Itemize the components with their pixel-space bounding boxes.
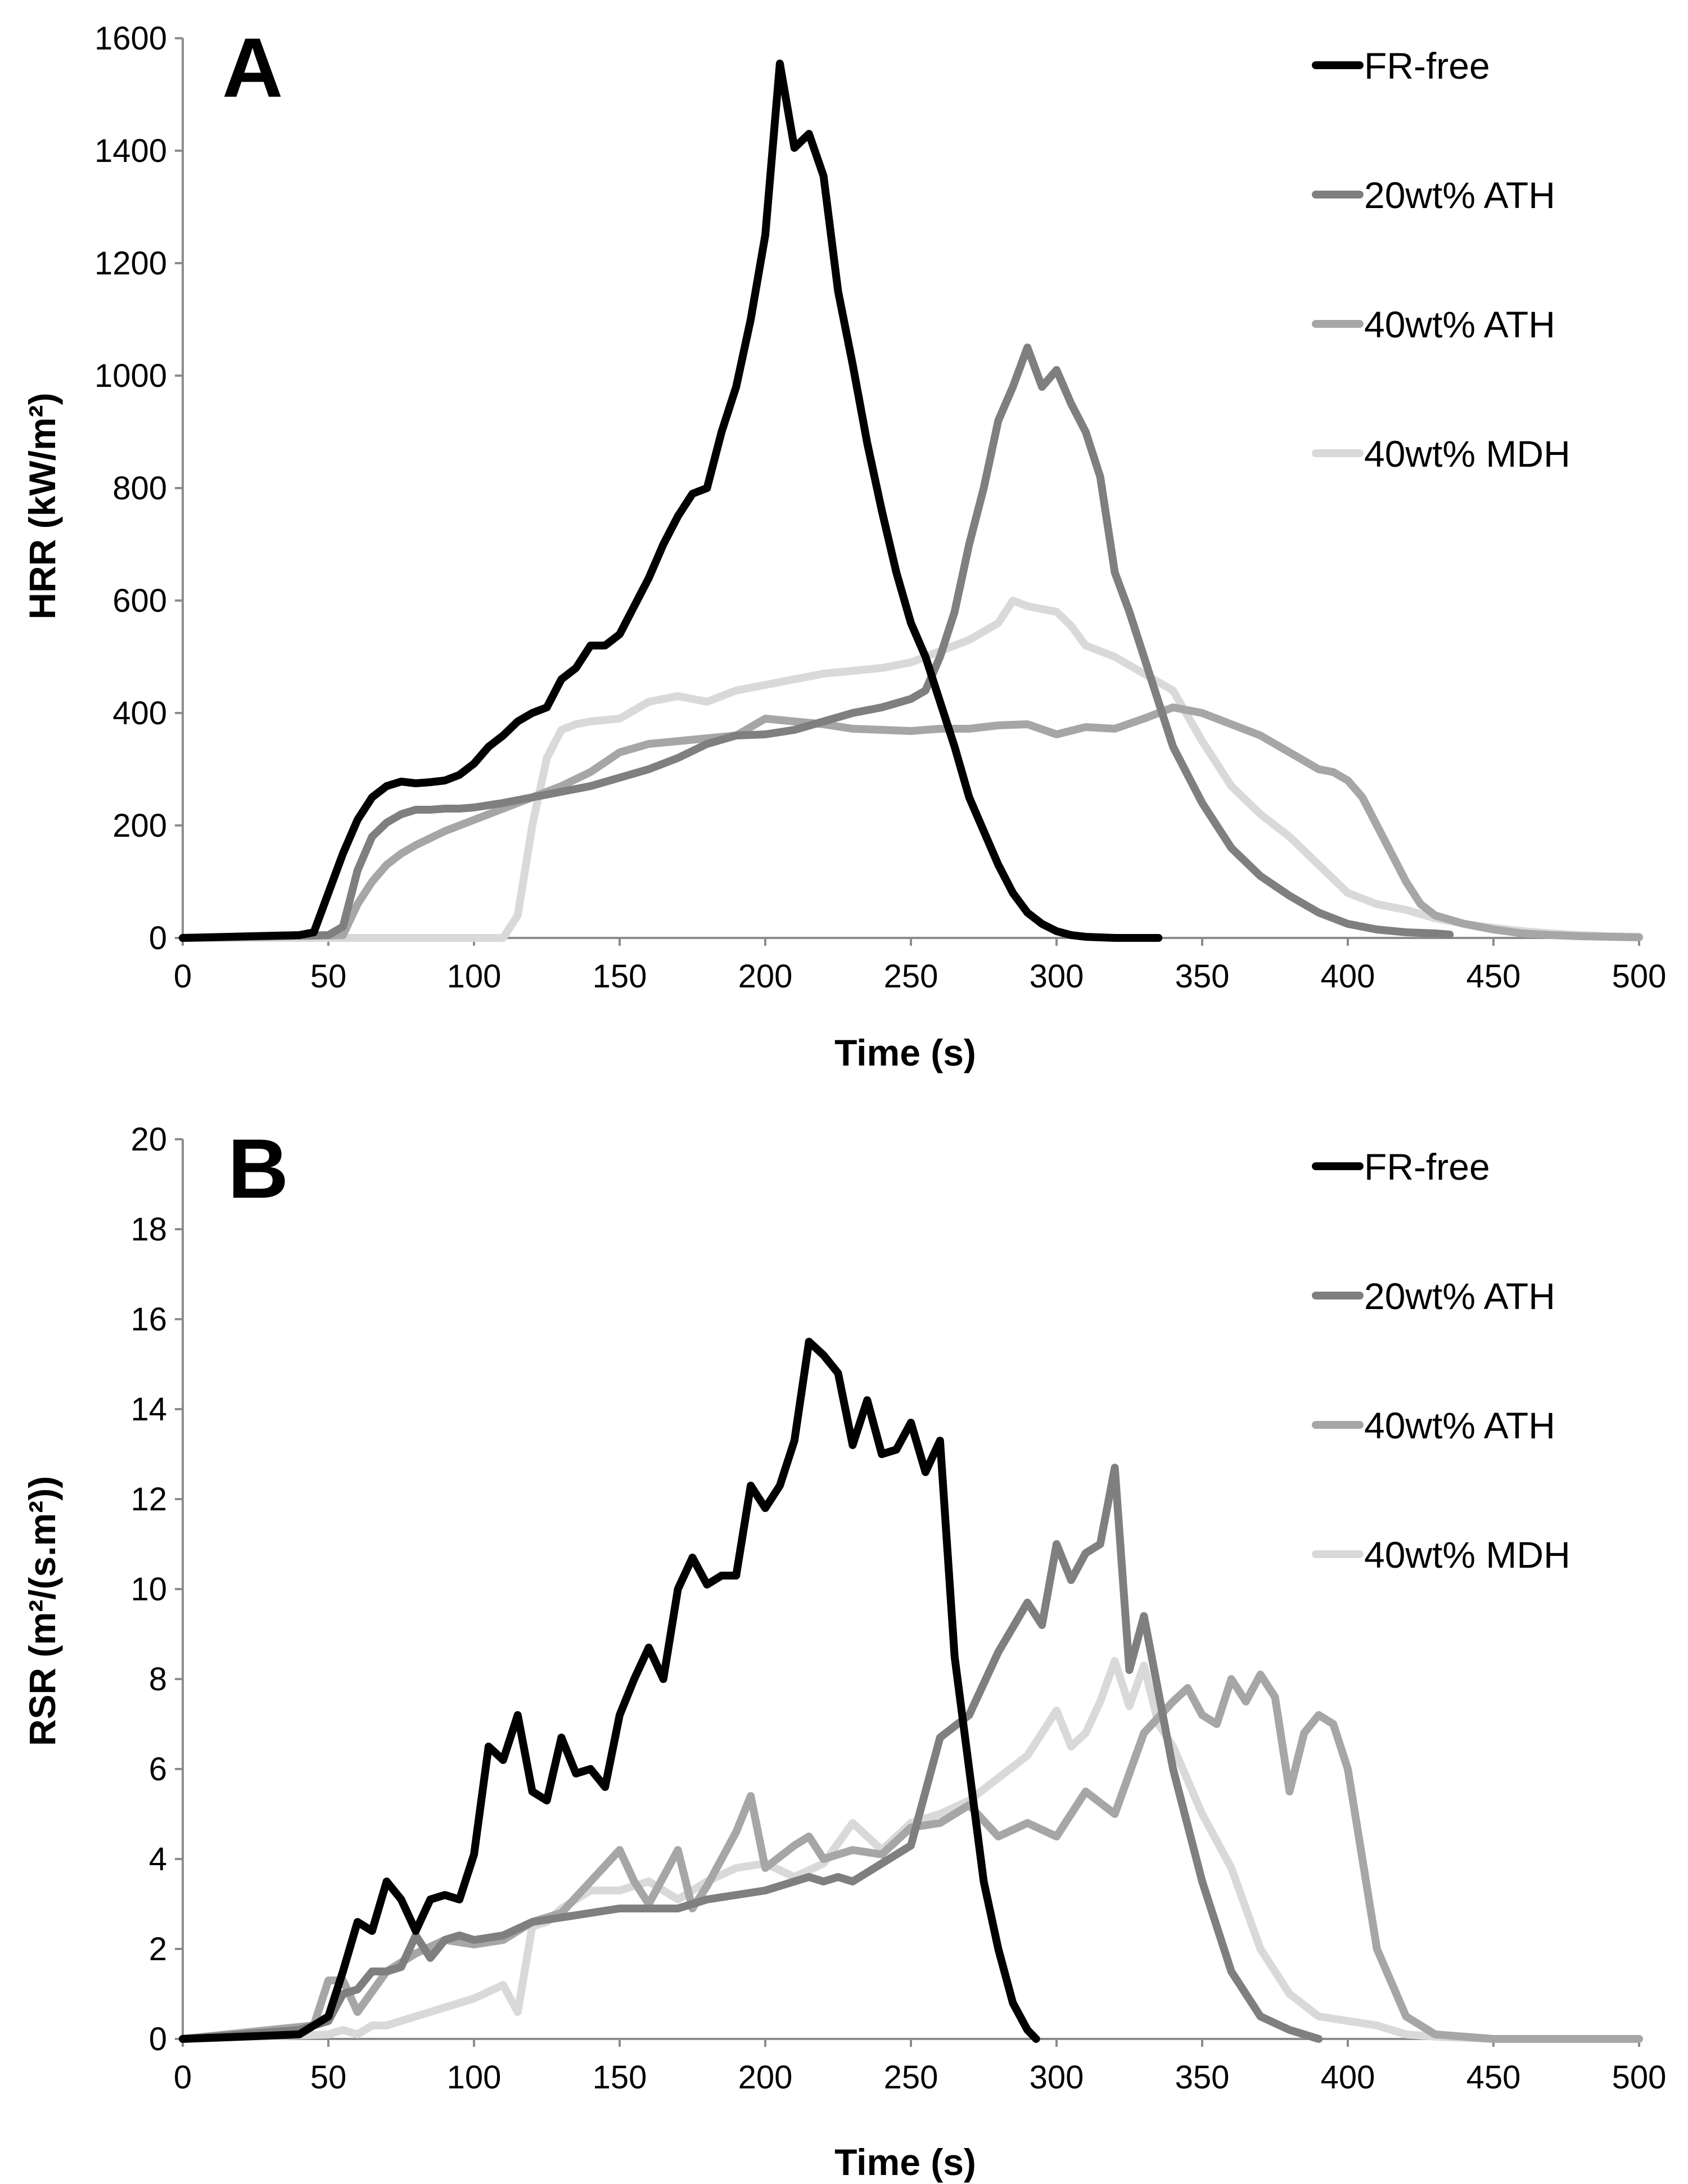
y-tick-label: 400 <box>112 695 167 732</box>
y-tick-label: 600 <box>112 583 167 619</box>
y-tick-label: 800 <box>112 470 167 507</box>
x-tick-label: 0 <box>174 958 192 995</box>
x-tick-label: 350 <box>1175 2059 1230 2096</box>
y-tick-label: 2 <box>149 1931 167 1968</box>
y-tick-label: 0 <box>149 920 167 956</box>
y-tick-label: 0 <box>149 2021 167 2057</box>
series-line-fr-free <box>179 1338 1040 2043</box>
x-tick-label: 400 <box>1321 958 1375 995</box>
y-tick-label: 8 <box>149 1661 167 1698</box>
series-line-40wt-mdh <box>179 597 1643 942</box>
legend-b: FR-free 20wt% ATH 40wt% ATH 40wt% MDH <box>1312 1146 1570 1576</box>
y-axis-title-b: RSR (m²/(s.m²)) <box>21 1476 63 1746</box>
legend-label-40wt-mdh: 40wt% MDH <box>1364 433 1570 475</box>
x-tick-label: 500 <box>1612 958 1667 995</box>
legend-label-40wt-ath: 40wt% ATH <box>1364 1405 1555 1446</box>
x-tick-label: 300 <box>1030 2059 1084 2096</box>
y-tick-label: 1600 <box>94 20 167 57</box>
y-axis-title-a: HRR (kW/m²) <box>21 392 63 619</box>
x-tick-label: 100 <box>447 958 502 995</box>
x-tick-label: 50 <box>310 2059 347 2096</box>
panel-label-b: B <box>228 1121 288 1216</box>
x-tick-label: 150 <box>593 958 647 995</box>
y-tick-label: 6 <box>149 1751 167 1788</box>
series-layer-a <box>179 60 1643 942</box>
y-tick-label: 1400 <box>94 133 167 169</box>
series-line-20wt-ath <box>179 1464 1323 2043</box>
x-tick-label: 450 <box>1466 958 1521 995</box>
legend-a: FR-free 20wt% ATH 40wt% ATH 40wt% MDH <box>1312 45 1570 475</box>
x-tick-label: 200 <box>738 2059 793 2096</box>
x-tick-label: 200 <box>738 958 793 995</box>
legend-label-20wt-ath: 20wt% ATH <box>1364 174 1555 216</box>
x-tick-label: 50 <box>310 958 347 995</box>
legend-label-fr-free: FR-free <box>1364 1146 1490 1188</box>
chart-panel-a: A 0 200 400 600 800 1000 1200 1400 1600 0 50 100 150… <box>21 20 1666 1073</box>
legend-label-20wt-ath: 20wt% ATH <box>1364 1275 1555 1317</box>
y-tick-label: 4 <box>149 1841 167 1878</box>
x-tick-label: 0 <box>174 2059 192 2096</box>
x-tick-label: 100 <box>447 2059 502 2096</box>
y-tick-label: 12 <box>130 1481 167 1518</box>
y-tick-label: 1000 <box>94 358 167 394</box>
y-tick-label: 200 <box>112 807 167 844</box>
series-line-fr-free <box>179 60 1163 942</box>
x-tick-label: 400 <box>1321 2059 1375 2096</box>
y-tick-label: 20 <box>130 1121 167 1158</box>
panel-label-a: A <box>222 20 283 115</box>
axes-a: 0 200 400 600 800 1000 1200 1400 1600 0 50 100 150 20… <box>94 20 1666 995</box>
y-tick-label: 1200 <box>94 245 167 282</box>
x-axis-title-a: Time (s) <box>834 1032 976 1073</box>
x-tick-label: 250 <box>884 958 938 995</box>
x-tick-label: 250 <box>884 2059 938 2096</box>
x-tick-label: 450 <box>1466 2059 1521 2096</box>
y-tick-label: 16 <box>130 1301 167 1338</box>
series-line-20wt-ath <box>179 344 1454 942</box>
x-tick-label: 350 <box>1175 958 1230 995</box>
legend-label-40wt-mdh: 40wt% MDH <box>1364 1534 1570 1576</box>
legend-label-40wt-ath: 40wt% ATH <box>1364 304 1555 345</box>
y-tick-label: 10 <box>130 1571 167 1608</box>
y-tick-label: 14 <box>130 1391 167 1428</box>
y-tick-label: 18 <box>130 1211 167 1248</box>
x-tick-label: 300 <box>1030 958 1084 995</box>
series-layer-b <box>179 1338 1643 2043</box>
x-tick-label: 150 <box>593 2059 647 2096</box>
legend-label-fr-free: FR-free <box>1364 45 1490 87</box>
x-tick-label: 500 <box>1612 2059 1667 2096</box>
x-axis-title-b: Time (s) <box>834 2141 976 2183</box>
series-line-40wt-ath <box>179 703 1643 942</box>
